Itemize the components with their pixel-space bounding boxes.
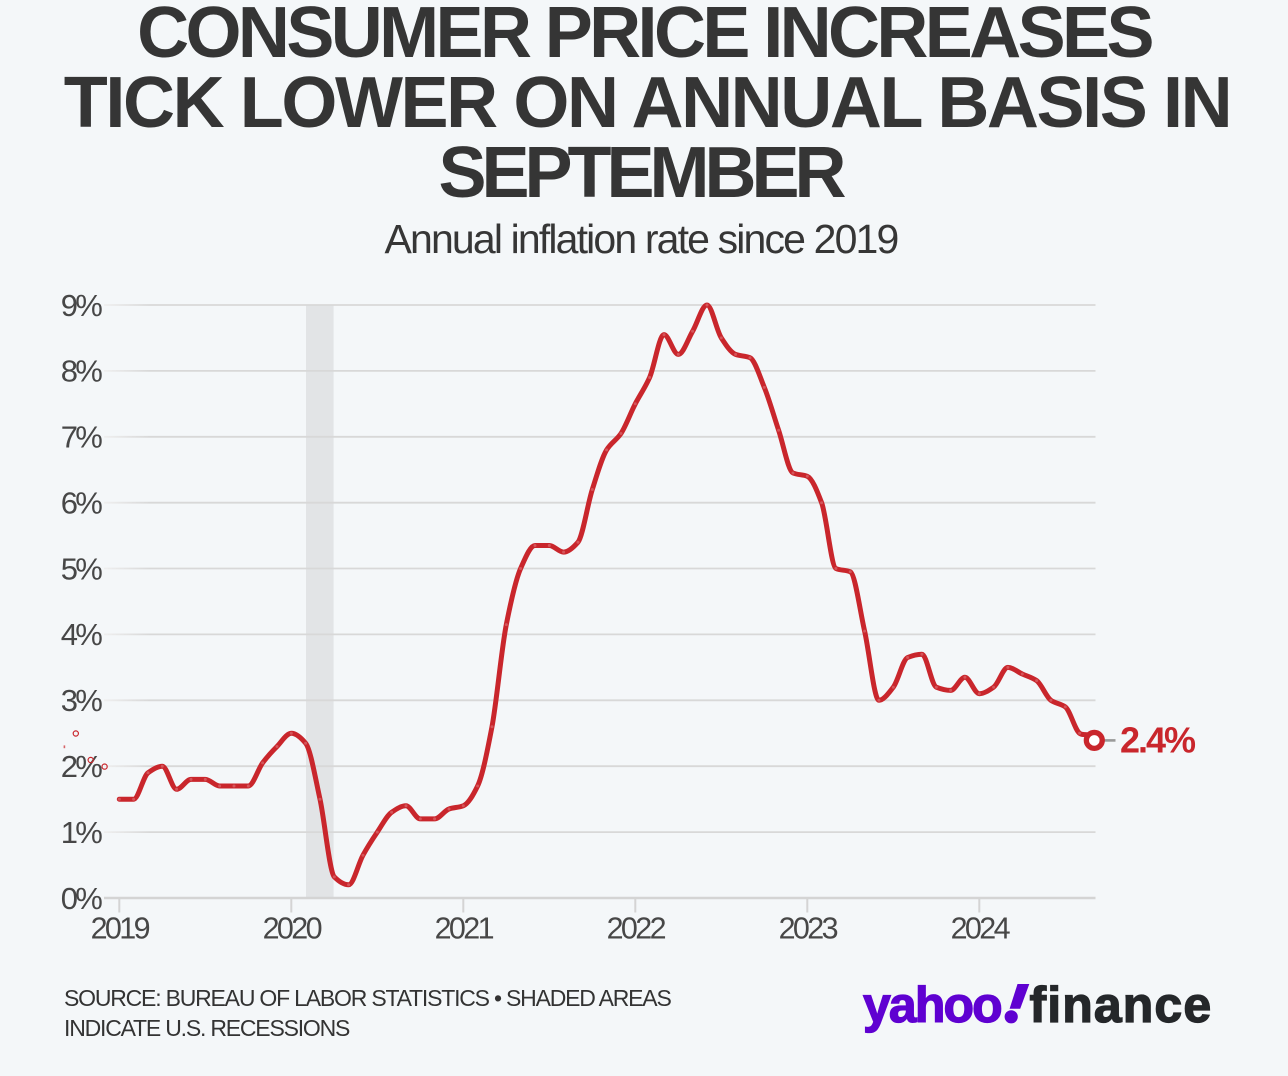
svg-text:5%: 5% [61, 551, 102, 586]
svg-text:3%: 3% [61, 683, 102, 718]
svg-text:2%: 2% [61, 749, 102, 784]
svg-text:yahoo: yahoo [863, 977, 1001, 1033]
svg-text:6%: 6% [61, 486, 102, 521]
svg-text:2022: 2022 [607, 912, 666, 946]
svg-text:2021: 2021 [435, 912, 494, 946]
svg-text:9%: 9% [61, 288, 102, 323]
svg-text:1%: 1% [61, 815, 102, 850]
svg-text:8%: 8% [61, 354, 102, 389]
svg-text:4%: 4% [61, 617, 102, 652]
svg-text:2024: 2024 [951, 912, 1011, 946]
svg-text:2020: 2020 [263, 912, 322, 946]
svg-text:finance: finance [1030, 977, 1213, 1033]
svg-text:2019: 2019 [91, 912, 150, 946]
svg-text:7%: 7% [61, 420, 102, 455]
svg-text:2023: 2023 [779, 912, 838, 946]
svg-text:0%: 0% [61, 881, 102, 916]
svg-text:2.4%: 2.4% [1120, 720, 1196, 761]
